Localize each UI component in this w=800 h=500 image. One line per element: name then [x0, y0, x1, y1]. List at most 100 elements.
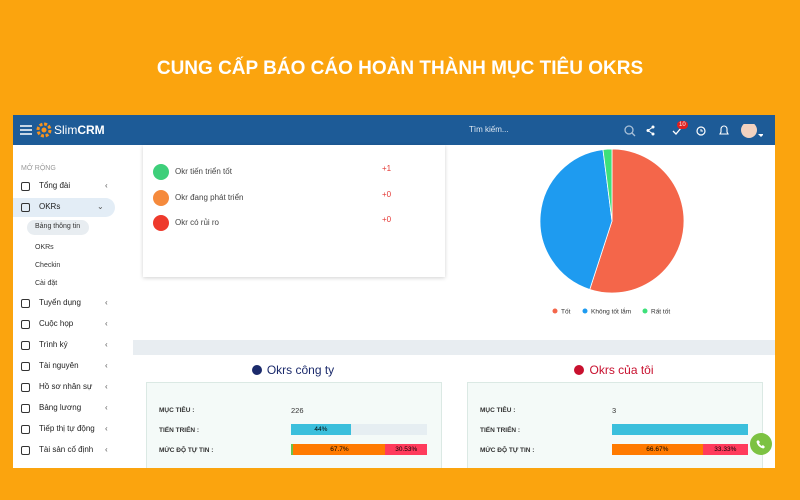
confidence-label: 30.53% [395, 446, 418, 453]
sub-pill [27, 220, 89, 235]
panel-card: MỤC TIÊU : TIẾN TRIỂN : MỨC ĐỘ TỰ TIN : 3 66… [467, 382, 763, 468]
legend-label: Tốt [561, 307, 571, 316]
status-dot [153, 189, 169, 206]
confidence-segment: 33.33% [702, 444, 748, 455]
confidence-label: 67.7% [330, 446, 349, 453]
submenu-item[interactable]: Cài đặt [35, 280, 58, 287]
chevron: ‹ [105, 445, 108, 454]
row-label: MỨC ĐỘ TỰ TIN : [159, 447, 214, 454]
chevron: ‹ [105, 424, 108, 433]
menu-icon[interactable] [20, 125, 32, 135]
legend-dot [642, 308, 648, 314]
sidebar: MỞ RỘNG Tổng đài ‹ OKRs ⌄ Bảng thông tin OKRs C… [13, 145, 133, 468]
panel-card: MỤC TIÊU : TIẾN TRIỂN : MỨC ĐỘ TỰ TIN : 226… [146, 382, 442, 468]
menu-item[interactable]: Tiếp thị tự động [39, 424, 95, 433]
status-label: Okr tiến triển tốt [175, 167, 232, 176]
status-card: Okr tiến triển tốt +1 Okr đang phát triển +… [143, 145, 445, 277]
status-dot [153, 164, 169, 180]
phone-icon [756, 440, 765, 449]
row-label: MỤC TIÊU : [159, 407, 195, 414]
menu-item[interactable]: OKRs [39, 202, 61, 211]
menu-item[interactable]: Tài nguyên [39, 361, 79, 370]
menu-item[interactable]: Tuyển dụng [39, 298, 81, 307]
call-button[interactable] [750, 433, 772, 455]
menu-item[interactable]: Cuộc họp [39, 319, 74, 328]
menu-item[interactable]: Bảng lương [39, 403, 82, 412]
submenu-item[interactable]: Bảng thông tin [35, 223, 81, 230]
target-value: 3 [612, 406, 617, 415]
menu-item[interactable]: Hồ sơ nhân sự [39, 382, 93, 391]
status-change: +0 [382, 215, 392, 224]
chevron: ‹ [105, 403, 108, 412]
row-label: MỤC TIÊU : [480, 407, 516, 414]
submenu-item[interactable]: OKRs [35, 244, 54, 251]
menu-item[interactable]: Trình ký [39, 340, 68, 349]
logo-part: Slim [54, 123, 78, 137]
menu-icon [21, 362, 30, 371]
menu-icon [21, 182, 30, 191]
status-change: +0 [382, 189, 392, 199]
menu-icon [21, 320, 30, 329]
confidence-label: 66.67% [646, 446, 669, 453]
submenu-item[interactable]: Checkin [35, 262, 61, 269]
panel-icon [251, 365, 262, 375]
legend-label: Không tốt lắm [591, 307, 631, 316]
chevron: ‹ [105, 361, 108, 370]
confidence-segment: 30.53% [385, 444, 427, 455]
panel-title: Okrs công ty [146, 363, 440, 377]
menu-icon [21, 383, 30, 392]
page-title: CUNG CẤP BÁO CÁO HOÀN THÀNH MỤC TIÊU OKR… [156, 58, 644, 79]
pie-slice [602, 148, 613, 222]
logo-part: CRM [77, 123, 105, 137]
status-label: Okr đang phát triển [175, 192, 244, 202]
confidence-label: 33.33% [714, 446, 737, 453]
menu-item[interactable]: Tổng đài [39, 181, 71, 190]
notification-badge: 10 [677, 121, 688, 129]
pie-slice [539, 149, 613, 290]
row-label: TIẾN TRIỂN : [480, 427, 521, 434]
menu-icon [21, 404, 30, 413]
target-value: 226 [291, 406, 304, 415]
menu-icon [21, 341, 30, 350]
status-change: +1 [382, 164, 392, 173]
okr-section: Okrs công ty MỤC TIÊU : TIẾN TRIỂN : MỨC ĐỘ… [133, 355, 775, 468]
progress-label: 44% [314, 426, 328, 433]
progress-bar: 44% [291, 424, 351, 435]
menu-icon [21, 425, 30, 434]
menu-icon [21, 203, 30, 212]
app-screenshot: SlimCRM Tìm kiếm... 10 MỞ RỘNG Tổng đài ‹ O… [13, 115, 775, 468]
active-bg [13, 198, 115, 217]
menu-item[interactable]: Tài sản cố định [39, 445, 94, 454]
row-label: TIẾN TRIỂN : [159, 427, 200, 434]
status-dot [153, 215, 169, 231]
progress-track: 44% [291, 424, 427, 435]
menu-icon [21, 299, 30, 308]
confidence-segment: 66.67% [612, 444, 703, 455]
sidebar-section: MỞ RỘNG [21, 165, 56, 172]
panel-title-text: Okrs công ty [266, 363, 335, 377]
panel-title: Okrs của tôi [467, 363, 761, 377]
pie-chart: Tốt Không tốt lắm Rất tốt [539, 148, 685, 316]
pie-slice [589, 148, 685, 294]
logo[interactable]: SlimCRM [54, 123, 105, 137]
chevron: ‹ [105, 340, 108, 349]
chevron: ‹ [105, 298, 108, 307]
legend-dot [582, 308, 588, 314]
confidence-segment: 67.7% [293, 444, 386, 455]
chevron: ⌄ [97, 202, 104, 211]
confidence-segment [291, 444, 294, 455]
legend-label: Rất tốt [651, 307, 670, 316]
topbar-icons [624, 124, 763, 138]
search-box[interactable]: Tìm kiếm... [469, 125, 509, 134]
status-label: Okr có rủi ro [175, 218, 220, 227]
progress-track [612, 424, 748, 435]
menu-icon [21, 446, 30, 455]
topbar: SlimCRM Tìm kiếm... 10 [13, 115, 775, 145]
logo-icon [36, 122, 52, 138]
row-label: MỨC ĐỘ TỰ TIN : [480, 447, 535, 454]
panel-icon [574, 365, 585, 375]
legend-dot [552, 308, 558, 314]
chevron: ‹ [105, 319, 108, 328]
chevron: ‹ [105, 181, 108, 190]
